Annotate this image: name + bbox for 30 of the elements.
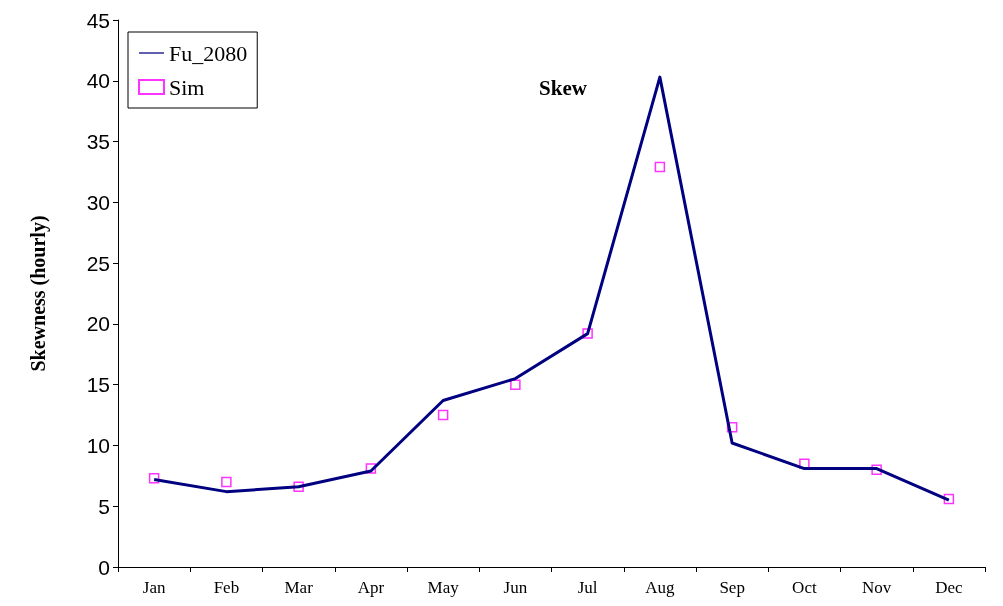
x-tick-label: Jan (142, 578, 166, 597)
x-tick-label: Aug (645, 578, 676, 597)
legend-label: Sim (169, 74, 205, 100)
y-tick-label: 35 (86, 130, 110, 154)
y-tick-label: 5 (98, 494, 110, 518)
y-tick-label: 45 (86, 8, 110, 32)
y-tick-label: 15 (86, 373, 110, 397)
point (221, 476, 232, 488)
x-tick-label: Sep (719, 578, 745, 597)
point (654, 161, 666, 173)
y-axis-title: Skewness (hourly) (27, 215, 50, 372)
y-tick-label: 25 (86, 251, 110, 275)
x-tick-label: Apr (357, 578, 385, 597)
text: Skew (539, 75, 588, 100)
x-tick-label: Jul (577, 578, 598, 597)
y-tick-label: 10 (86, 433, 110, 457)
x-tick-label: Mar (284, 578, 314, 597)
y-tick-label: 20 (86, 312, 110, 336)
legend-label: Fu_2080 (169, 40, 248, 66)
point (510, 379, 521, 390)
point (437, 409, 449, 421)
y-tick-label: 40 (86, 69, 110, 93)
x-tick-label: Oct (792, 578, 817, 597)
x-tick-label: May (427, 578, 460, 597)
y-tick-label: 0 (98, 555, 110, 579)
x-tick-label: Nov (861, 578, 892, 597)
x-tick-label: Jun (503, 578, 528, 597)
x-tick-label: Dec (935, 578, 964, 597)
x-tick-label: Feb (213, 578, 240, 597)
y-tick-label: 30 (86, 190, 110, 214)
